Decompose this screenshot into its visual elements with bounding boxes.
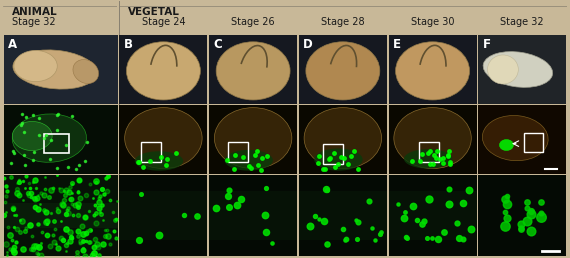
Ellipse shape [12, 114, 87, 162]
Circle shape [306, 42, 380, 100]
Bar [389, 191, 477, 240]
Text: D: D [303, 38, 313, 51]
Bar [229, 142, 248, 162]
Circle shape [125, 108, 202, 168]
Text: C: C [214, 38, 222, 51]
Text: B: B [124, 38, 133, 51]
Bar [420, 142, 439, 162]
Ellipse shape [135, 151, 183, 171]
Circle shape [304, 108, 381, 168]
Ellipse shape [14, 51, 57, 82]
Ellipse shape [487, 55, 518, 84]
Bar [299, 191, 387, 240]
Text: Stage 32: Stage 32 [12, 17, 56, 27]
Bar [324, 144, 343, 164]
Ellipse shape [13, 50, 97, 89]
Circle shape [214, 108, 292, 168]
Ellipse shape [404, 149, 453, 168]
Circle shape [216, 42, 290, 100]
Text: Stage 28: Stage 28 [321, 17, 365, 27]
Text: Stage 32: Stage 32 [500, 17, 544, 27]
Circle shape [127, 42, 201, 100]
Ellipse shape [482, 116, 548, 161]
Ellipse shape [73, 60, 99, 84]
Circle shape [499, 140, 514, 151]
Ellipse shape [314, 149, 363, 171]
Circle shape [396, 42, 470, 100]
Bar [524, 133, 543, 152]
Text: Stage 30: Stage 30 [411, 17, 454, 27]
Bar [209, 191, 297, 240]
Bar [119, 191, 207, 240]
Ellipse shape [225, 150, 273, 171]
Text: E: E [393, 38, 401, 51]
Text: Stage 24: Stage 24 [141, 17, 185, 27]
Bar [43, 134, 68, 153]
Text: VEGETAL: VEGETAL [128, 7, 180, 17]
Text: Stage 26: Stage 26 [231, 17, 275, 27]
Text: ANIMAL: ANIMAL [12, 7, 58, 17]
Bar [4, 203, 117, 228]
Ellipse shape [483, 52, 553, 87]
Text: F: F [483, 38, 491, 51]
Circle shape [394, 108, 471, 168]
Bar [141, 142, 161, 162]
Ellipse shape [12, 122, 52, 151]
Text: A: A [8, 38, 18, 51]
